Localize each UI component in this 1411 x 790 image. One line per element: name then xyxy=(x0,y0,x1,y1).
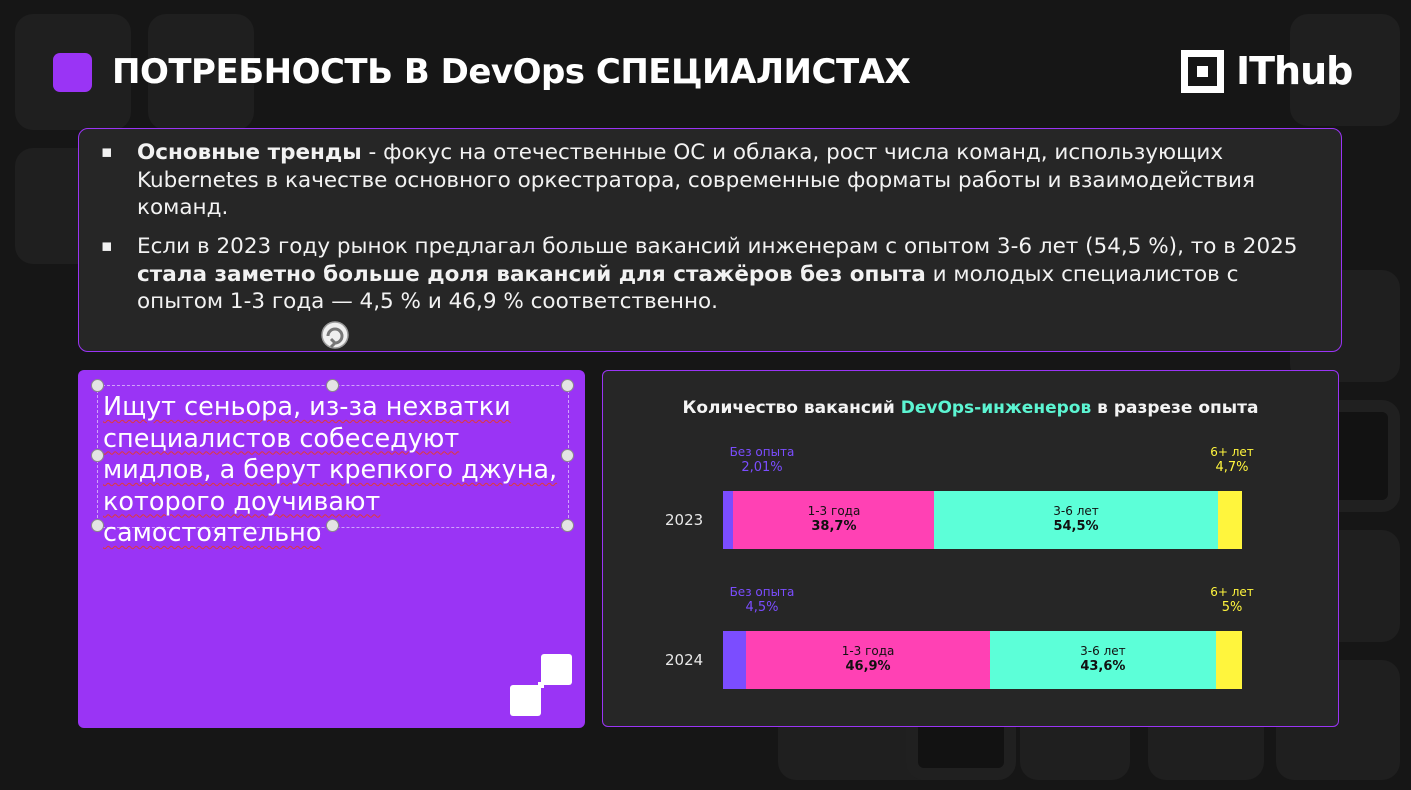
bar-segment xyxy=(746,631,990,689)
bar-segment xyxy=(934,491,1218,549)
trend-bullet-2-text1: Если в 2023 году рынок предлагал больше … xyxy=(137,234,1298,259)
outside-label: Без опыта 2,01% xyxy=(722,445,802,475)
trend-bullet-1-bold: Основные тренды xyxy=(137,140,362,165)
segment-series-name: 3-6 лет xyxy=(1080,644,1126,658)
resize-handle[interactable] xyxy=(91,449,104,462)
bar-segment xyxy=(1217,491,1242,549)
bg-decoration xyxy=(148,14,254,130)
trend-bullet-2-text2: и молодых специалистов с опытом 1-3 года… xyxy=(137,261,1239,315)
bar-segment xyxy=(723,491,734,549)
resize-handle[interactable] xyxy=(91,379,104,392)
title-marker xyxy=(53,53,92,92)
bg-decoration xyxy=(1290,14,1400,126)
outside-label: 6+ лет 5% xyxy=(1192,585,1272,615)
year-label: 2024 xyxy=(665,651,704,669)
segment-label: 1-3 года 46,9% xyxy=(746,644,989,674)
steps-logo-icon xyxy=(510,654,572,716)
segment-label: 3-6 лет 43,6% xyxy=(990,644,1216,674)
ithub-logo-text: IThub xyxy=(1236,49,1353,93)
outside-value: 4,5% xyxy=(745,600,779,615)
rotate-handle-icon[interactable] xyxy=(317,318,353,354)
resize-handle[interactable] xyxy=(561,449,574,462)
segment-label: 3-6 лет 54,5% xyxy=(934,504,1217,534)
outside-series-name: Без опыта xyxy=(729,445,795,459)
resize-handle[interactable] xyxy=(91,519,104,532)
bar-segment xyxy=(1216,631,1242,689)
trend-bullet-2: Если в 2023 году рынок предлагал больше … xyxy=(101,233,1317,316)
outside-label: Без опыта 4,5% xyxy=(722,585,802,615)
page-title: ПОТРЕБНОСТЬ В DevOps СПЕЦИАЛИСТАХ xyxy=(112,52,911,92)
segment-label: 1-3 года 38,7% xyxy=(733,504,934,534)
quote-card xyxy=(78,370,585,728)
resize-handle[interactable] xyxy=(326,379,339,392)
segment-value: 43,6% xyxy=(1080,659,1126,674)
trend-bullet-2-bold: стала заметно больше доля вакансий для с… xyxy=(137,261,926,287)
outside-label: 6+ лет 4,7% xyxy=(1192,445,1272,475)
trend-bullet-1-text: - фокус на отечественные ОС и облака, ро… xyxy=(137,140,1255,220)
trends-textbox[interactable]: Основные тренды - фокус на отечественные… xyxy=(78,128,1342,352)
segment-series-name: 1-3 года xyxy=(807,504,861,518)
segment-value: 38,7% xyxy=(811,519,857,534)
bar-segment xyxy=(723,631,747,689)
segment-series-name: 1-3 года xyxy=(841,644,895,658)
chart-title-part2: в разрезе опыта xyxy=(1091,398,1259,418)
bar-segment xyxy=(733,491,935,549)
outside-value: 5% xyxy=(1221,600,1243,615)
outside-value: 2,01% xyxy=(741,460,783,475)
year-label: 2023 xyxy=(665,511,704,529)
ithub-logo: IThub xyxy=(1181,48,1353,94)
resize-handle[interactable] xyxy=(561,379,574,392)
outside-series-name: 6+ лет xyxy=(1210,585,1254,599)
chart-title-part1: Количество вакансий xyxy=(682,398,901,418)
chart-title-accent: DevOps-инженеров xyxy=(900,398,1092,418)
trend-bullet-1: Основные тренды - фокус на отечественные… xyxy=(101,139,1317,222)
resize-handle[interactable] xyxy=(561,519,574,532)
outside-series-name: 6+ лет xyxy=(1210,445,1254,459)
segment-value: 46,9% xyxy=(845,659,891,674)
segment-series-name: 3-6 лет xyxy=(1053,504,1099,518)
ithub-logo-icon xyxy=(1181,49,1224,93)
quote-text[interactable]: Ищут сеньора, из-за нехватки специалисто… xyxy=(103,392,558,548)
chart-title: Количество вакансий DevOps-инженеров в р… xyxy=(602,398,1339,418)
bar-segment xyxy=(989,631,1217,689)
segment-value: 54,5% xyxy=(1053,519,1099,534)
resize-handle[interactable] xyxy=(326,519,339,532)
outside-value: 4,7% xyxy=(1215,460,1249,475)
outside-series-name: Без опыта xyxy=(729,585,795,599)
